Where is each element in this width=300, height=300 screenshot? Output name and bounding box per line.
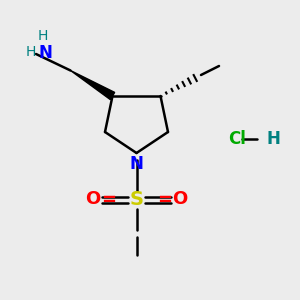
Text: O: O xyxy=(85,190,100,208)
Text: H: H xyxy=(26,46,36,59)
Polygon shape xyxy=(70,70,115,100)
Text: =: = xyxy=(157,190,172,208)
Text: Cl: Cl xyxy=(228,130,246,148)
Text: S: S xyxy=(130,190,143,209)
Text: =: = xyxy=(101,190,116,208)
Text: H: H xyxy=(38,28,48,43)
Text: O: O xyxy=(172,190,188,208)
Text: H: H xyxy=(267,130,281,148)
Text: N: N xyxy=(130,155,143,173)
Text: N: N xyxy=(38,44,52,62)
